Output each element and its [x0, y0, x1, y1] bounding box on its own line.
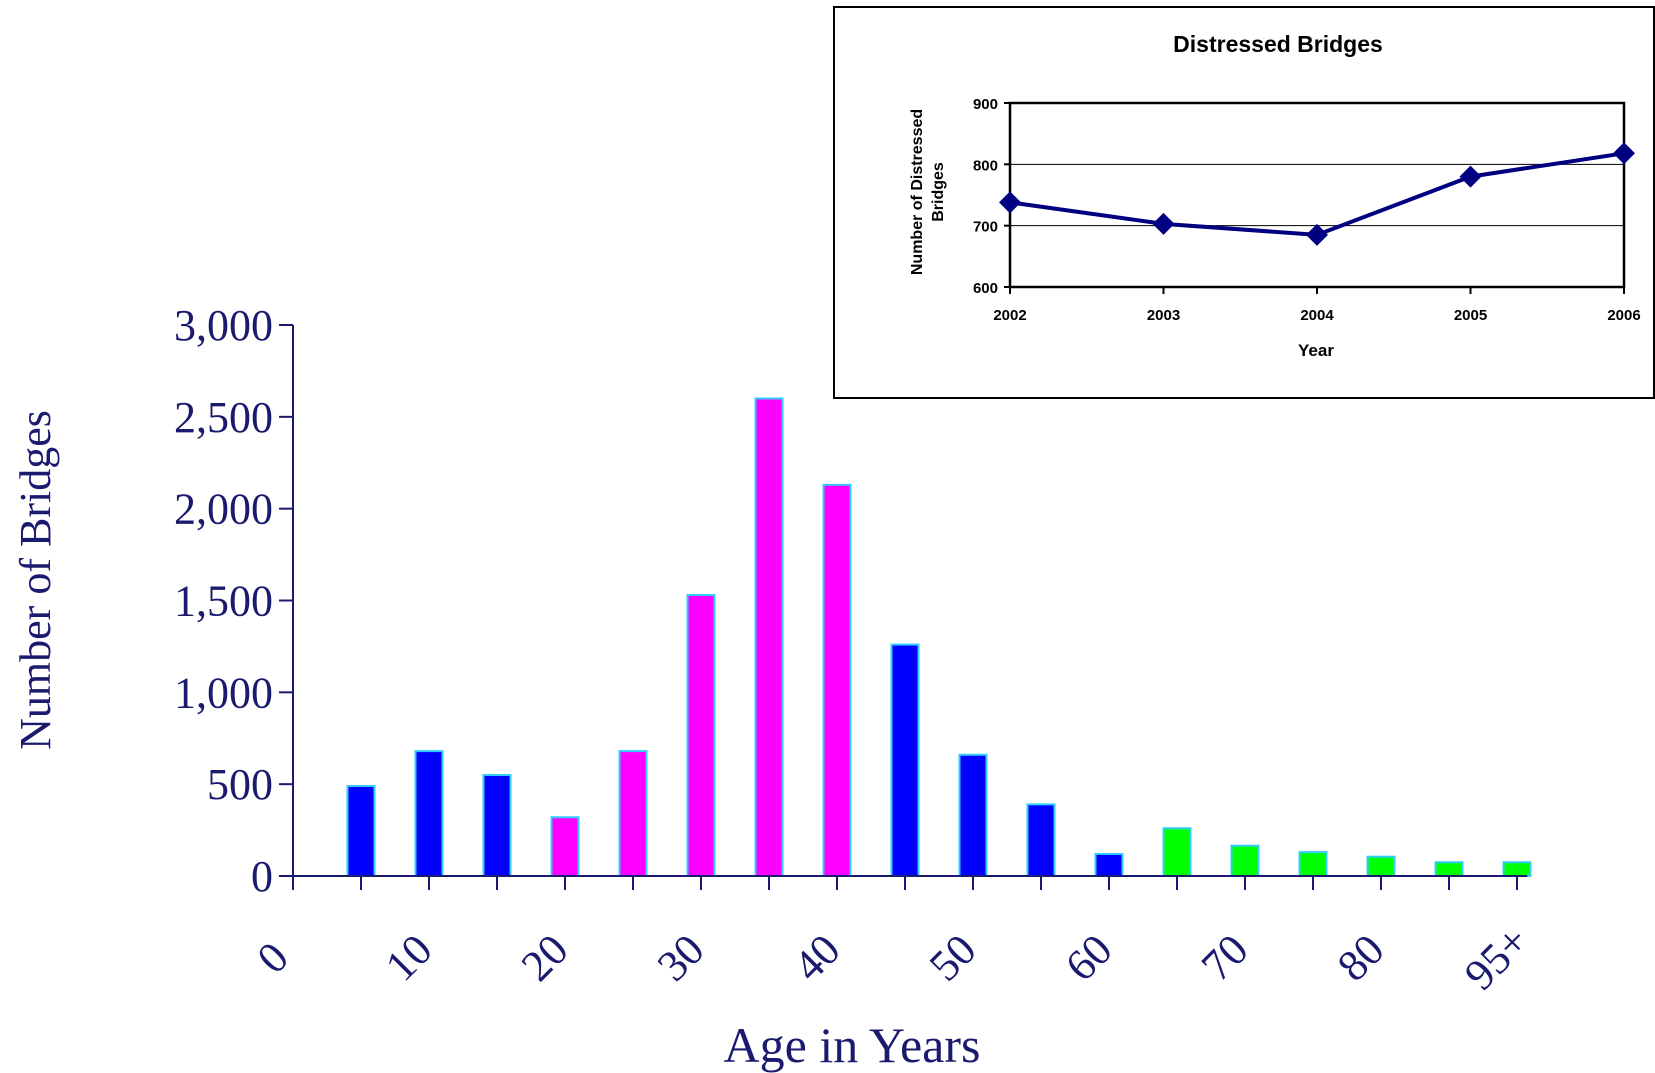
bar [1026, 803, 1056, 877]
inset-data-point [999, 191, 1021, 214]
inset-x-axis-label: Year [1298, 341, 1334, 360]
bar [754, 397, 784, 877]
x-tick-label: 20 [512, 925, 578, 991]
inset-y-tick-label: 600 [973, 280, 998, 297]
inset-y-tick-label: 700 [973, 219, 998, 236]
bar [482, 773, 512, 878]
x-axis-label: Age in Years [724, 1017, 981, 1073]
bar [822, 483, 852, 877]
inset-y-axis-label-line2: Bridges [930, 162, 947, 222]
y-tick-label: 3,000 [174, 301, 273, 350]
inset-x-tick-label: 2005 [1454, 307, 1487, 324]
x-tick-label: 30 [648, 925, 714, 991]
inset-y-tick-label: 800 [973, 157, 998, 174]
bar [958, 753, 988, 878]
inset-data-point [1306, 223, 1328, 246]
inset-title: Distressed Bridges [1173, 31, 1383, 57]
inset-x-tick-label: 2003 [1147, 307, 1180, 324]
x-tick-label: 80 [1328, 925, 1394, 991]
x-tick-label: 50 [920, 925, 986, 991]
bar [1230, 844, 1260, 878]
inset-frame [833, 6, 1655, 399]
bar [618, 750, 648, 878]
bar [346, 785, 376, 878]
y-tick-labels: 0 500 1,000 1,500 2,000 2,500 3,000 [174, 301, 273, 901]
x-tick-label: 40 [784, 925, 850, 991]
inset-y-tick-label: 900 [973, 96, 998, 113]
y-tick-label: 500 [207, 760, 273, 809]
y-axis-label: Number of Bridges [11, 410, 60, 750]
bars [346, 397, 1532, 878]
bar [1434, 861, 1464, 877]
bar [550, 816, 580, 878]
bar [1298, 851, 1328, 878]
y-tick-label: 2,000 [174, 485, 273, 534]
inset-data-point [1613, 142, 1635, 165]
inset-y-tick-labels: 600 700 800 900 [973, 96, 1010, 297]
inset-x-tick-label: 2002 [993, 307, 1026, 324]
inset-data-point [1459, 165, 1482, 188]
age-histogram: Number of Bridges Age in Years 05001,000… [11, 301, 1538, 1073]
bar [1162, 827, 1192, 877]
x-tick-label: 0 [248, 933, 298, 983]
inset-data-point [1152, 212, 1175, 235]
bar [414, 750, 444, 878]
axes [279, 324, 1528, 890]
y-tick-label: 1,000 [174, 668, 273, 717]
inset-series [999, 142, 1635, 246]
y-tick-label: 2,500 [174, 393, 273, 442]
inset-y-axis-label-line1: Number of Distressed [909, 109, 926, 275]
bar [890, 643, 920, 878]
x-tick-labels: 0 10 20 30 40 50 60 70 80 95+ [248, 916, 1539, 999]
inset-x-tick-labels: 2002 2003 2004 2005 2006 [993, 287, 1641, 324]
bar [1366, 855, 1396, 878]
y-tick-label: 1,500 [174, 577, 273, 626]
bar [1094, 852, 1124, 878]
distressed-bridges-inset: Distressed Bridges Number of Distressed … [833, 6, 1655, 399]
bar [1502, 861, 1532, 877]
y-tick-label: 0 [251, 852, 273, 901]
x-tick-label: 95+ [1455, 916, 1538, 999]
x-tick-label: 60 [1056, 925, 1122, 991]
inset-x-tick-label: 2006 [1607, 307, 1640, 324]
x-tick-label: 70 [1192, 925, 1258, 991]
inset-x-tick-label: 2004 [1300, 307, 1334, 324]
x-tick-label: 10 [376, 925, 442, 991]
bar [686, 593, 716, 877]
